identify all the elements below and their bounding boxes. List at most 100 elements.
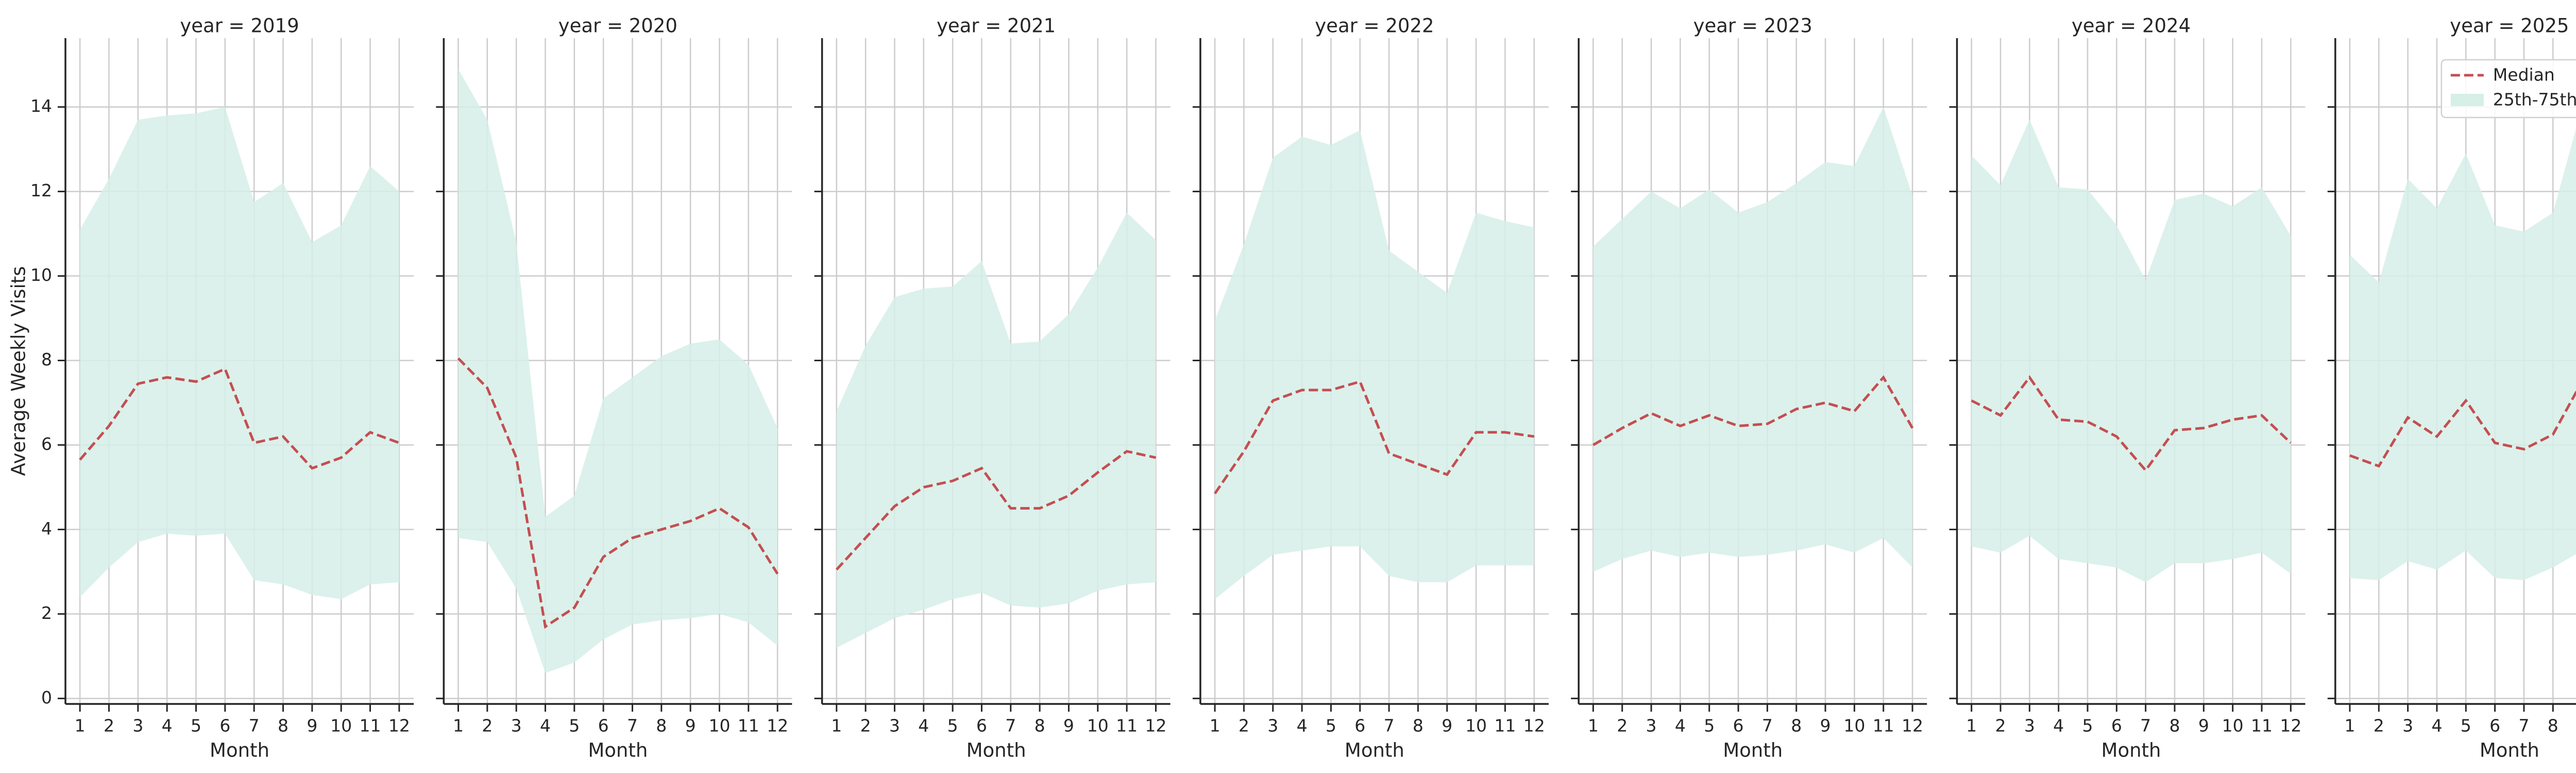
- x-tick-label: 3: [889, 716, 900, 736]
- x-tick-label: 7: [627, 716, 638, 736]
- x-tick-label: 6: [1733, 716, 1744, 736]
- median-line: [457, 357, 779, 629]
- x-tick-label: 4: [1675, 716, 1686, 736]
- y-tick-label: 10: [30, 265, 52, 285]
- x-tick-label: 3: [1267, 716, 1278, 736]
- x-tick-label: 5: [2082, 716, 2093, 736]
- panel-title: year = 2020: [558, 15, 677, 37]
- x-tick-label: 3: [132, 716, 143, 736]
- x-tick-label: 3: [2024, 716, 2035, 736]
- x-tick-label: 1: [75, 716, 86, 736]
- x-tick-label: 9: [2198, 716, 2209, 736]
- x-tick-label: 2: [1239, 716, 1249, 736]
- x-tick-label: 8: [1791, 716, 1802, 736]
- x-tick-label: 4: [540, 716, 551, 736]
- x-tick-label: 8: [2548, 716, 2558, 736]
- x-tick-label: 11: [2251, 716, 2273, 736]
- x-tick-label: 12: [1902, 716, 1923, 736]
- x-tick-label: 9: [1820, 716, 1831, 736]
- x-tick-label: 8: [278, 716, 289, 736]
- x-axis-label: Month: [2102, 740, 2161, 762]
- x-tick-label: 11: [360, 716, 381, 736]
- percentile-band: [2349, 128, 2576, 580]
- x-axis-label: Month: [1723, 740, 1783, 762]
- x-tick-label: 7: [1384, 716, 1395, 736]
- x-axis-label: Month: [2480, 740, 2539, 762]
- x-tick-label: 9: [1063, 716, 1074, 736]
- x-tick-label: 11: [1873, 716, 1894, 736]
- x-tick-label: 6: [219, 716, 230, 736]
- x-tick-label: 5: [191, 716, 201, 736]
- median-line: [79, 367, 400, 470]
- y-tick-label: 8: [41, 349, 52, 369]
- y-axis-label: Average Weekly Visits: [8, 266, 30, 476]
- percentile-band: [80, 107, 399, 599]
- legend-label: Median: [2493, 65, 2555, 85]
- x-tick-label: 2: [1995, 716, 2006, 736]
- panel-title: year = 2019: [180, 15, 299, 37]
- x-tick-label: 5: [1326, 716, 1336, 736]
- x-tick-label: 6: [976, 716, 987, 736]
- y-tick-label: 14: [30, 96, 52, 116]
- x-tick-label: 4: [2431, 716, 2442, 736]
- legend-swatch: [2450, 94, 2484, 106]
- panel-title: year = 2022: [1315, 15, 1434, 37]
- median-line: [1592, 375, 1914, 446]
- x-tick-label: 12: [388, 716, 410, 736]
- y-tick-label: 0: [41, 687, 52, 708]
- x-tick-label: 8: [656, 716, 667, 736]
- x-tick-label: 5: [2461, 716, 2471, 736]
- x-tick-label: 2: [860, 716, 871, 736]
- x-tick-label: 7: [2518, 716, 2529, 736]
- x-tick-label: 3: [511, 716, 522, 736]
- x-tick-label: 12: [767, 716, 788, 736]
- x-tick-label: 2: [1617, 716, 1628, 736]
- x-tick-label: 10: [1087, 716, 1109, 736]
- panel-title: year = 2023: [1693, 15, 1812, 37]
- x-tick-label: 5: [1704, 716, 1715, 736]
- x-tick-label: 5: [947, 716, 958, 736]
- x-tick-label: 2: [104, 716, 114, 736]
- median-line: [835, 450, 1156, 570]
- x-tick-label: 4: [918, 716, 929, 736]
- x-tick-label: 12: [1145, 716, 1166, 736]
- x-tick-label: 9: [1442, 716, 1452, 736]
- x-tick-label: 2: [2374, 716, 2384, 736]
- x-tick-label: 7: [1762, 716, 1773, 736]
- x-tick-label: 6: [598, 716, 609, 736]
- x-tick-label: 8: [1035, 716, 1045, 736]
- panel-title: year = 2021: [937, 15, 1056, 37]
- x-tick-label: 6: [1354, 716, 1365, 736]
- x-axis-label: Month: [588, 740, 648, 762]
- x-axis-label: Month: [1345, 740, 1404, 762]
- x-tick-label: 4: [162, 716, 173, 736]
- x-tick-label: 8: [1413, 716, 1423, 736]
- x-tick-label: 4: [1297, 716, 1308, 736]
- x-tick-label: 10: [708, 716, 730, 736]
- x-tick-label: 9: [685, 716, 696, 736]
- x-tick-label: 7: [1005, 716, 1016, 736]
- x-tick-label: 1: [453, 716, 464, 736]
- y-tick-label: 12: [30, 180, 52, 200]
- x-tick-label: 1: [1588, 716, 1599, 736]
- percentile-band: [1215, 130, 1534, 599]
- x-tick-label: 1: [831, 716, 842, 736]
- x-tick-label: 9: [307, 716, 317, 736]
- x-tick-label: 7: [249, 716, 260, 736]
- x-tick-label: 12: [1523, 716, 1545, 736]
- x-axis-label: Month: [210, 740, 269, 762]
- x-tick-label: 2: [482, 716, 493, 736]
- y-tick-label: 2: [41, 603, 52, 623]
- percentile-band: [836, 212, 1156, 648]
- x-tick-label: 11: [1494, 716, 1516, 736]
- x-axis-label: Month: [967, 740, 1026, 762]
- x-tick-label: 11: [1116, 716, 1138, 736]
- x-tick-label: 1: [2344, 716, 2355, 736]
- x-tick-label: 10: [2222, 716, 2244, 736]
- percentile-band: [1971, 120, 2291, 582]
- x-tick-label: 1: [1210, 716, 1221, 736]
- x-tick-label: 1: [1966, 716, 1977, 736]
- x-tick-label: 6: [2111, 716, 2122, 736]
- percentile-band: [458, 69, 778, 674]
